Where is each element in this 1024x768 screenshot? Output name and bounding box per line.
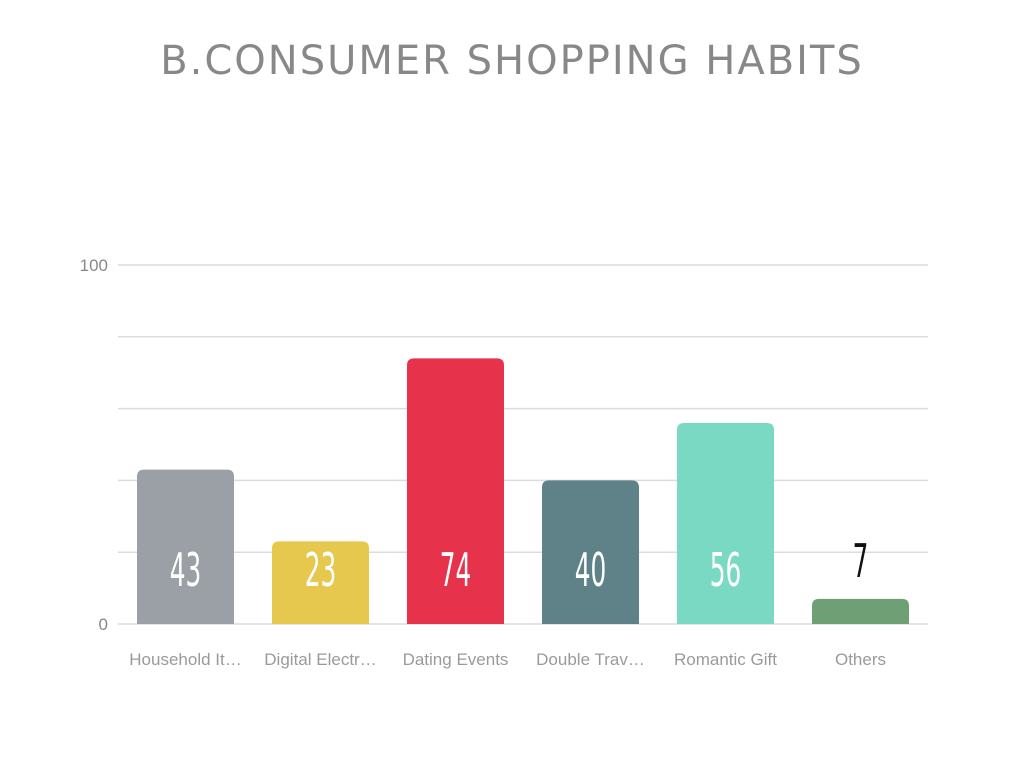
bar-value-label: 74: [440, 544, 472, 598]
grid-lines: [118, 264, 928, 625]
bar-value-label: 40: [575, 544, 607, 598]
x-tick-label: Romantic Gift: [674, 650, 777, 669]
y-axis: 0 100: [80, 256, 108, 634]
x-tick-label: Digital Electr…: [264, 650, 376, 669]
bar: [812, 598, 909, 624]
bar: [542, 480, 639, 624]
bar-value-label: 56: [710, 544, 742, 598]
bar-value-label: 43: [170, 544, 202, 598]
y-tick-label: 0: [99, 615, 108, 634]
x-tick-label: Others: [835, 650, 886, 669]
y-tick-label: 100: [80, 256, 108, 275]
bar: [272, 541, 369, 624]
bar: [137, 469, 234, 624]
bar-value-label: 23: [305, 544, 337, 598]
x-axis: Household It… Digital Electr… Dating Event…: [129, 650, 886, 669]
x-tick-label: Dating Events: [403, 650, 509, 669]
x-tick-label: Double Trav…: [536, 650, 645, 669]
bar: [407, 358, 504, 624]
x-tick-label: Household It…: [129, 650, 241, 669]
chart-title: B.CONSUMER SHOPPING HABITS: [160, 38, 864, 84]
bar-value-label: 7: [853, 535, 869, 589]
bar: [677, 422, 774, 624]
bars: 43 23 74 40 56 7: [137, 358, 909, 624]
